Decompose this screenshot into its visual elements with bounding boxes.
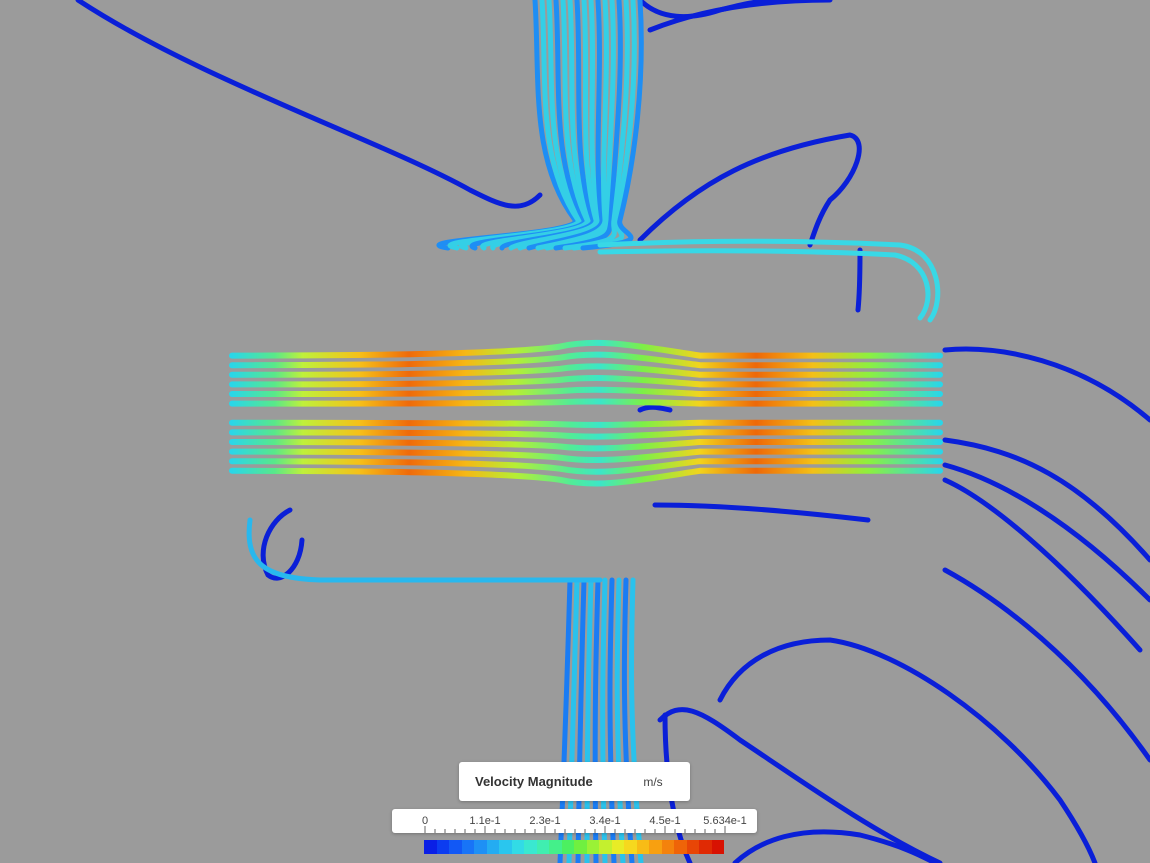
outer-streamline <box>942 346 1150 423</box>
wrap-streamline <box>597 248 931 321</box>
outer-streamline <box>657 707 943 863</box>
wrap-streamline <box>597 238 941 323</box>
inlet-streamline <box>562 0 630 251</box>
legend-tick-marks <box>424 826 726 833</box>
channel-streamline <box>229 351 943 369</box>
outer-streamline <box>647 0 833 33</box>
outer-streamline <box>637 404 673 413</box>
inlet-streamline <box>571 0 637 251</box>
tick-label-1: 1.1e-1 <box>469 815 501 827</box>
colorbar-segment <box>449 840 462 854</box>
colorbar-segment <box>511 840 524 854</box>
outer-streamline <box>942 567 1150 763</box>
channel-streamline <box>229 363 943 378</box>
colorbar-segment <box>649 840 662 854</box>
wrap-streamline <box>246 517 603 583</box>
colorbar-segment <box>599 840 612 854</box>
colorbar-segment <box>586 840 599 854</box>
channel-streamline <box>229 386 943 397</box>
colorbar-segment <box>474 840 487 854</box>
colorbar-segment <box>624 840 637 854</box>
channel-streamline <box>229 339 943 359</box>
colorbar-segment <box>561 840 574 854</box>
outer-streamline <box>637 132 862 248</box>
inlet-streamline <box>580 0 644 251</box>
colorbar-segment <box>424 840 437 854</box>
colorbar-segment <box>611 840 624 854</box>
channel-streamline <box>229 419 943 428</box>
legend-unit: m/s <box>643 774 663 789</box>
colorbar-segment <box>674 840 687 854</box>
outer-streamline <box>717 637 1098 863</box>
outer-streamline <box>75 0 543 209</box>
legend-title-box: Velocity Magnitude m/s <box>459 762 690 801</box>
colorbar <box>424 840 724 854</box>
outer-streamline <box>942 462 1150 603</box>
outer-streamline <box>942 477 1143 653</box>
legend-scale-box: 0 1.1e-1 2.3e-1 3.4e-1 4.5e-1 5.634e-1 <box>392 809 757 833</box>
tick-label-2: 2.3e-1 <box>529 815 561 827</box>
inlet-streamline <box>544 0 616 251</box>
colorbar-segment <box>711 840 724 854</box>
channel-streamline <box>229 458 943 475</box>
tick-label-4: 4.5e-1 <box>649 815 681 827</box>
colorbar-segment <box>686 840 699 854</box>
channel-streamline <box>229 429 943 440</box>
colorbar-segment <box>661 840 674 854</box>
colorbar-segment <box>636 840 649 854</box>
channel-streamline <box>229 375 943 388</box>
colorbar-segment <box>486 840 499 854</box>
inlet-streamline <box>535 0 609 251</box>
tick-label-0: 0 <box>421 815 429 827</box>
colorbar-segment <box>574 840 587 854</box>
colorbar-segment <box>699 840 712 854</box>
colorbar-segment <box>499 840 512 854</box>
inlet-streamline <box>553 0 623 251</box>
channel-streamline <box>229 439 943 452</box>
outer-streamline <box>942 437 1150 563</box>
colorbar-segment <box>524 840 537 854</box>
colorbar-segment <box>549 840 562 854</box>
colorbar-segment <box>461 840 474 854</box>
legend-title: Velocity Magnitude <box>475 774 593 789</box>
tick-label-5: 5.634e-1 <box>703 815 747 827</box>
colorbar-segment <box>436 840 449 854</box>
channel-streamline <box>229 398 943 407</box>
outer-streamline <box>732 829 938 863</box>
colorbar-segment <box>536 840 549 854</box>
channel-streamline <box>229 448 943 464</box>
tick-label-3: 3.4e-1 <box>589 815 621 827</box>
